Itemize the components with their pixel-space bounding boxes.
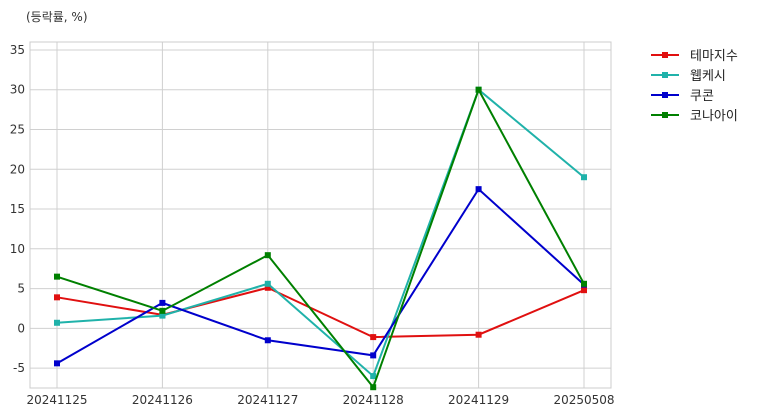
legend-marker [662, 112, 668, 118]
legend-marker [662, 52, 668, 58]
data-point-marker [370, 384, 377, 391]
data-point-marker [370, 352, 377, 359]
plot-frame [29, 41, 612, 389]
x-axis-ticks: 20241125 20241126 20241127 20241128 20241129… [26, 393, 614, 407]
series-line [56, 88, 585, 378]
data-point-marker [264, 252, 271, 259]
x-tick-label: 20250508 [553, 393, 614, 407]
data-point-marker [264, 284, 271, 291]
y-tick-label: 10 [10, 242, 25, 256]
y-axis-ticks: -5 0 5 10 15 20 25 30 35 [10, 43, 25, 375]
series-line [56, 187, 585, 365]
data-point-marker [581, 174, 587, 181]
data-point-marker [264, 280, 271, 287]
data-point-marker [370, 373, 377, 380]
data-point-marker [475, 331, 482, 338]
x-tick-label: 20241129 [448, 393, 509, 407]
legend-label: 웹케시 [690, 69, 726, 84]
data-point-marker [264, 337, 271, 344]
legend-label: 코나아이 [690, 109, 738, 124]
y-tick-label: 30 [10, 83, 25, 97]
data-point-marker [581, 287, 587, 294]
y-tick-label: 25 [10, 122, 25, 136]
data-point-marker [54, 360, 60, 367]
x-tick-label: 20241128 [343, 393, 404, 407]
grid-lines [30, 42, 611, 388]
data-point-marker [159, 299, 166, 306]
y-tick-label: 35 [10, 43, 25, 57]
y-unit-label: (등락률, %) [26, 10, 88, 24]
series-lines [54, 86, 587, 391]
legend-label: 테마지수 [690, 49, 738, 64]
y-tick-label: 0 [17, 321, 25, 335]
legend-label: 쿠콘 [690, 89, 714, 104]
data-point-marker [54, 319, 60, 326]
data-point-marker [475, 86, 482, 93]
y-tick-label: 15 [10, 202, 25, 216]
data-point-marker [159, 307, 166, 314]
x-tick-label: 20241126 [132, 393, 193, 407]
data-point-marker [370, 334, 377, 341]
legend-marker [662, 72, 668, 78]
series-line [56, 87, 585, 390]
data-point-marker [54, 294, 60, 301]
y-tick-label: 20 [10, 162, 25, 176]
data-point-marker [475, 186, 482, 193]
legend-marker [662, 92, 668, 98]
y-tick-label: -5 [13, 361, 25, 375]
y-tick-label: 5 [17, 282, 25, 296]
x-tick-label: 20241127 [237, 393, 298, 407]
data-point-marker [581, 280, 587, 287]
data-point-marker [159, 312, 166, 319]
x-tick-label: 20241125 [26, 393, 87, 407]
data-point-marker [54, 273, 60, 280]
